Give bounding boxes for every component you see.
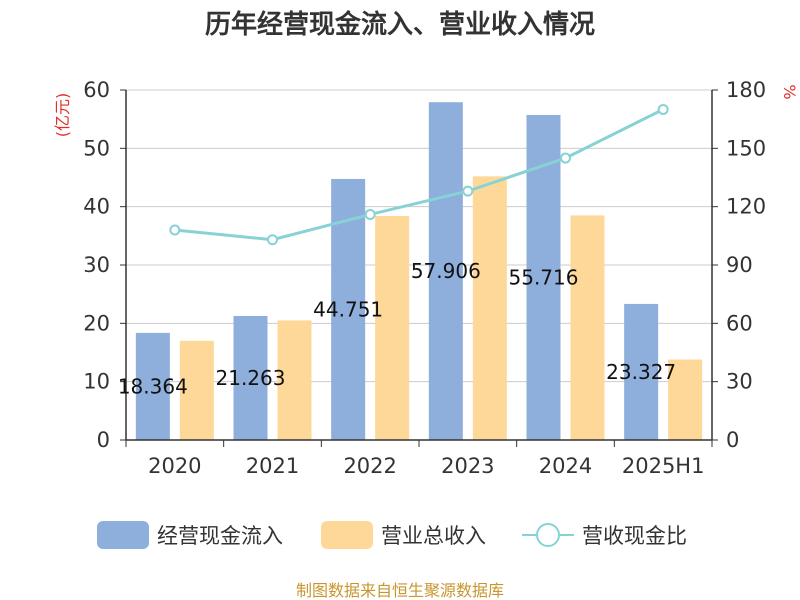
bar-cash-inflow [135,332,170,440]
legend-label: 营收现金比 [582,524,687,548]
x-tick-label: 2020 [148,454,201,478]
left-tick-label: 20 [83,311,110,335]
bar-data-label: 55.716 [509,265,579,289]
ratio-point [657,103,669,115]
ratio-line [169,103,669,246]
right-axis-unit: % [780,84,799,99]
bar-revenue [570,215,605,440]
right-tick-label: 150 [726,136,766,160]
right-tick-label: 90 [726,253,753,277]
legend-label: 营业总收入 [381,524,486,548]
left-tick-label: 60 [83,78,110,102]
bar-revenue [668,359,703,440]
bar-data-label: 23.327 [606,360,676,384]
ratio-line-path [174,108,664,242]
legend: 经营现金流入 营业总收入 营收现金比 [97,521,687,549]
bar-data-label: 44.751 [313,297,383,321]
axes: 0 10 20 30 40 50 60 0 30 60 90 120 150 180 2020 2021 202… [83,78,766,478]
x-tick-label: 2025H1 [622,454,705,478]
data-labels: 18.364 21.263 44.751 57.906 55.716 23.327 [118,259,676,398]
ratio-point [462,185,474,197]
right-tick-label: 180 [726,78,766,102]
right-tick-label: 120 [726,195,766,219]
bar-cash-inflow [428,102,463,440]
x-tick-label: 2021 [246,454,299,478]
left-tick-label: 30 [83,253,110,277]
legend-swatch [97,521,149,549]
right-tick-label: 0 [726,428,739,452]
bar-data-label: 57.906 [411,259,481,283]
left-tick-label: 10 [83,370,110,394]
ratio-point [169,224,181,236]
right-tick-label: 30 [726,370,753,394]
ratio-point [267,234,278,246]
left-tick-label: 40 [83,195,110,219]
grid-lines [126,89,712,383]
bar-cash-inflow [233,315,268,440]
left-tick-label: 50 [83,136,110,160]
legend-swatch [321,521,373,549]
bar-data-label: 18.364 [118,374,188,398]
x-tick-label: 2024 [539,454,592,478]
chart-title: 历年经营现金流入、营业收入情况 [205,9,595,40]
bar-revenue [277,320,312,440]
x-tick-label: 2023 [441,454,494,478]
ratio-point [560,152,571,164]
ratio-point [364,208,376,220]
bar-data-label: 21.263 [216,366,286,390]
bar-revenue [472,176,507,441]
legend-marker [536,523,560,547]
x-tick-label: 2022 [343,454,396,478]
right-tick-label: 60 [726,311,753,335]
bar-cash-inflow [624,303,659,440]
left-tick-label: 0 [97,428,110,452]
legend-label: 经营现金流入 [157,524,283,548]
source-note: 制图数据来自恒生聚源数据库 [296,581,504,600]
left-axis-unit: (亿元) [53,93,72,138]
bar-revenue [375,216,410,440]
bars [135,102,703,441]
bar-revenue [179,340,214,440]
